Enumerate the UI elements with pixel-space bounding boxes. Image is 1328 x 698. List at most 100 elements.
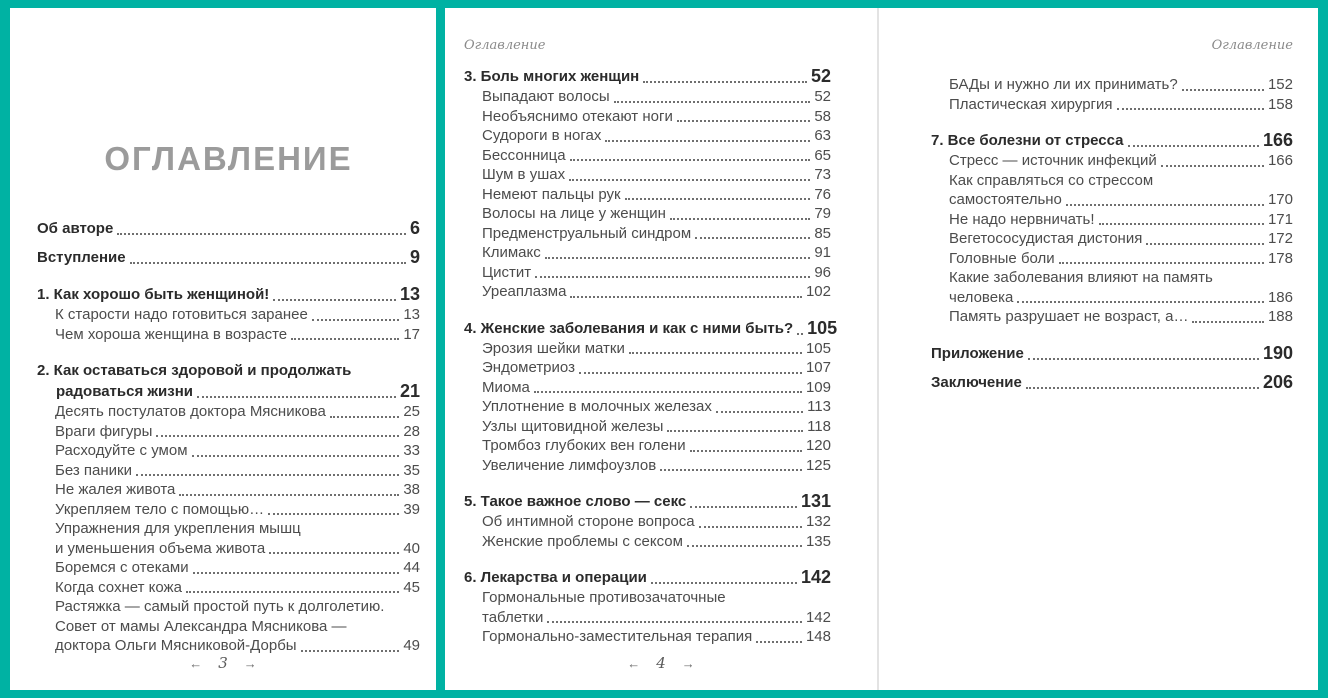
toc-entry-label: Узлы щитовидной железы [482,417,664,435]
dot-leader [667,430,804,432]
toc-entry: Выпадают волосы 52 [464,87,831,107]
toc-entry: Уреаплазма 102 [464,282,831,302]
toc-entry-label: Волосы на лице у женщин [482,205,666,222]
toc-entry: 5. Такое важное слово — секс 131 [464,491,831,512]
toc-entry-label: таблетки [482,608,544,626]
toc-entry: Об авторе 6 [37,218,420,239]
dot-leader [669,217,811,220]
toc-entry: Необъяснимо отекают ноги 58 [464,107,831,127]
toc-entry-label: Когда сохнет кожа [55,578,182,596]
toc-entry-label: Приложение [931,344,1024,362]
dot-leader [624,198,811,200]
dot-leader [544,256,811,259]
page-content: ОГЛАВЛЕНИЕ Об авторе 6 Вступление 9 1. Как х… [10,140,436,656]
dot-leader [698,525,802,528]
dot-leader [179,493,400,496]
toc-page-number: 105 [805,339,831,357]
toc-entry-label: К старости надо готовиться заранее [55,306,308,323]
footer-page-number: 3 [218,654,228,672]
toc-entry-label: Стресс — источник инфекций [949,152,1157,169]
toc-entry: Эрозия шейки матки 105 [464,339,831,359]
toc-entry: БАДы и нужно ли их принимать? 152 [931,75,1293,95]
toc-entry: Головные боли 178 [931,249,1293,269]
toc-entry-label: Упражнения для укрепления мышц [55,520,301,537]
toc-entry: 6. Лекарства и операции 142 [464,567,831,588]
dot-leader [1116,108,1264,110]
dot-leader [1027,357,1259,360]
toc-page-number: 39 [403,500,420,518]
dot-leader [117,233,406,235]
footer-arrow-left-icon: ← [627,655,641,671]
toc-entry-label: Климакс [482,244,541,261]
toc-page-number: 49 [403,637,420,654]
toc-list: Об авторе 6 Вступление 9 1. Как хорошо быть … [37,218,420,656]
dot-leader [1025,386,1259,389]
toc-entry-label: Без паники [55,461,132,479]
toc-entry: 1. Как хорошо быть женщиной! 13 [37,284,420,305]
toc-entry-label: Уреаплазма [482,283,567,300]
toc-entry: Эндометриоз 107 [464,358,831,378]
running-head: Оглавление [464,38,546,53]
dot-leader [192,571,400,574]
book-page-middle: Оглавление 3. Боль многих женщин 52 Выпада… [445,8,877,690]
dot-leader [291,338,400,340]
toc-page-number: 65 [814,146,831,164]
toc-entry-label: Гормональные противозачаточные [482,589,726,606]
toc-entry-label: Женские проблемы с сексом [482,532,683,550]
toc-entry-label: Миома [482,378,530,396]
toc-entry-label: Эндометриоз [482,359,575,376]
toc-entry-label: Предменструальный синдром [482,224,692,242]
toc-entry: Враги фигуры 28 [37,422,420,442]
dot-leader [686,545,802,547]
toc-entry: Пластическая хирургия 158 [931,95,1293,115]
toc-entry-label: Немеют пальцы рук [482,185,621,203]
toc-page-number: 188 [1267,308,1293,325]
toc-entry: 7. Все болезни от стресса 166 [931,130,1293,151]
dot-leader [613,100,811,103]
toc-page-number: 186 [1267,288,1293,306]
toc-entry: Женские проблемы с сексом 135 [464,532,831,552]
dot-leader [650,582,797,584]
dot-leader [185,591,400,593]
toc-page-number: 17 [403,325,420,343]
toc-entry-label: Эрозия шейки матки [482,339,625,357]
toc-entry-label: Как справляться со стрессом [949,171,1154,189]
toc-entry-label: 1. Как хорошо быть женщиной! [37,286,270,303]
toc-entry: 4. Женские заболевания и как с ними быть… [464,318,837,339]
toc-entry-label: Укрепляем тело с помощью… [55,500,265,518]
toc-entry: Климакс 91 [464,243,831,263]
toc-entry-label: 6. Лекарства и операции [464,569,647,586]
toc-page-number: 21 [399,381,420,401]
page-content: Оглавление БАДы и нужно ли их принимать?… [879,38,1318,393]
toc-entry: Боремся с отеками 44 [37,558,420,578]
toc-entry-label: Цистит [482,263,532,281]
toc-entry: К старости надо готовиться заранее 13 [37,305,420,325]
toc-entry-label: Не жалея живота [55,481,176,498]
toc-entry: Бессонница 65 [464,146,831,166]
toc-entry: Заключение 206 [931,372,1293,393]
toc-page-number: 166 [1262,130,1293,150]
toc-entry-label: и уменьшения объема живота [55,539,266,557]
footer-page-number: 4 [656,654,666,672]
toc-page-number: 170 [1267,191,1293,208]
dot-leader [269,552,400,554]
toc-entry: Увеличение лимфоузлов 125 [464,456,831,476]
toc-entry-label: человека [949,288,1014,306]
toc-entry: Гормонально-заместительная терапия 148 [464,627,831,647]
toc-page-number: 79 [814,205,831,222]
toc-list: БАДы и нужно ли их принимать? 152 Пластиче… [931,75,1293,393]
toc-page-number: 132 [805,513,831,530]
dot-leader [129,262,406,264]
toc-entry-label: радоваться жизни [56,383,193,400]
dot-leader [1065,203,1264,206]
dot-leader [676,120,811,122]
toc-page-number: 45 [403,578,420,596]
toc-page-number: 40 [403,539,420,557]
dot-leader [191,454,400,457]
dot-leader [547,621,802,623]
dot-leader [569,159,811,161]
dot-leader [690,506,797,508]
toc-entry-label: Пластическая хирургия [949,95,1113,113]
toc-page-number: 109 [805,378,831,396]
toc-entry-label: 7. Все болезни от стресса [931,132,1124,149]
